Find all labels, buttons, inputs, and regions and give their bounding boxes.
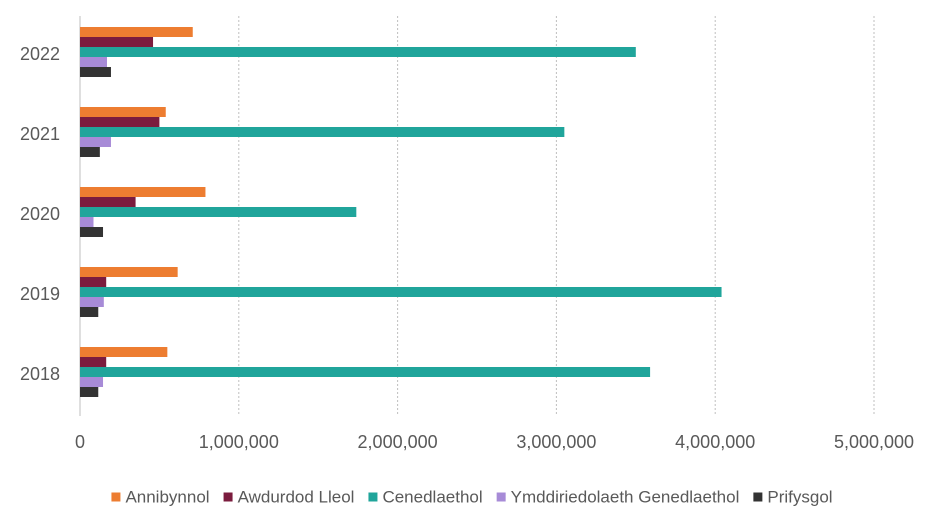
legend-item-ymddiriedolaeth-genedlaethol: Ymddiriedolaeth Genedlaethol	[496, 487, 740, 506]
bars	[80, 27, 722, 397]
legend-swatch	[368, 492, 378, 502]
bar-awdurdod-lleol-2019	[80, 277, 107, 287]
y-category-label: 2021	[20, 124, 60, 144]
bar-awdurdod-lleol-2018	[80, 357, 107, 367]
bar-ymddiriedolaeth-genedlaethol-2019	[80, 297, 104, 307]
legend-swatch	[496, 492, 506, 502]
bar-annibynnol-2022	[80, 27, 193, 37]
legend-swatch	[753, 492, 763, 502]
legend-label: Prifysgol	[767, 487, 832, 506]
x-tick-label: 3,000,000	[516, 432, 596, 452]
bar-prifysgol-2018	[80, 387, 99, 397]
bar-prifysgol-2019	[80, 307, 99, 317]
legend-swatch	[223, 492, 233, 502]
x-tick-label: 2,000,000	[358, 432, 438, 452]
bar-prifysgol-2021	[80, 147, 100, 157]
legend-item-prifysgol: Prifysgol	[753, 487, 833, 506]
bar-cenedlaethol-2022	[80, 47, 636, 57]
bar-cenedlaethol-2021	[80, 127, 565, 137]
x-axis-labels: 0 1,000,000 2,000,000 3,000,000 4,000,000 5,0…	[75, 432, 914, 452]
y-axis-labels: 2022 2021 2020 2019 2018	[20, 44, 60, 384]
legend-item-annibynnol: Annibynnol	[111, 487, 210, 506]
x-tick-label: 4,000,000	[675, 432, 755, 452]
bar-ymddiriedolaeth-genedlaethol-2018	[80, 377, 104, 387]
y-category-label: 2020	[20, 204, 60, 224]
legend-label: Annibynnol	[125, 487, 209, 506]
x-tick-label: 0	[75, 432, 85, 452]
bar-prifysgol-2022	[80, 67, 111, 77]
bar-awdurdod-lleol-2022	[80, 37, 154, 47]
bar-annibynnol-2019	[80, 267, 178, 277]
x-tick-label: 1,000,000	[199, 432, 279, 452]
legend-label: Cenedlaethol	[382, 487, 482, 506]
legend-label: Awdurdod Lleol	[238, 487, 355, 506]
bar-ymddiriedolaeth-genedlaethol-2022	[80, 57, 107, 67]
bar-cenedlaethol-2020	[80, 207, 357, 217]
y-category-label: 2018	[20, 364, 60, 384]
bar-cenedlaethol-2019	[80, 287, 722, 297]
y-category-label: 2022	[20, 44, 60, 64]
legend-label: Ymddiriedolaeth Genedlaethol	[511, 487, 740, 506]
bar-awdurdod-lleol-2020	[80, 197, 136, 207]
x-tick-label: 5,000,000	[834, 432, 914, 452]
bar-annibynnol-2020	[80, 187, 206, 197]
bar-ymddiriedolaeth-genedlaethol-2021	[80, 137, 111, 147]
legend: Annibynnol Awdurdod Lleol Cenedlaethol Ymdd…	[111, 487, 833, 506]
bar-cenedlaethol-2018	[80, 367, 651, 377]
legend-item-awdurdod-lleol: Awdurdod Lleol	[223, 487, 355, 506]
bar-ymddiriedolaeth-genedlaethol-2020	[80, 217, 94, 227]
legend-swatch	[111, 492, 121, 502]
y-category-label: 2019	[20, 284, 60, 304]
bar-annibynnol-2021	[80, 107, 166, 117]
bar-awdurdod-lleol-2021	[80, 117, 160, 127]
bar-annibynnol-2018	[80, 347, 168, 357]
legend-item-cenedlaethol: Cenedlaethol	[368, 487, 483, 506]
bar-prifysgol-2020	[80, 227, 104, 237]
